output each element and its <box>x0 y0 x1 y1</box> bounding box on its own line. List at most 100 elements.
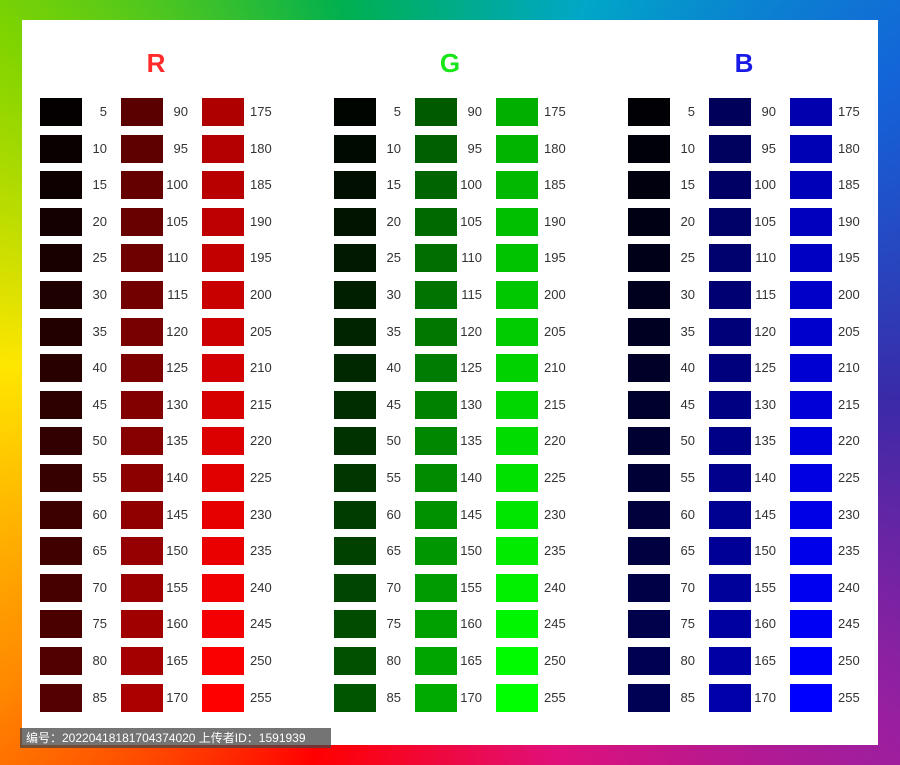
swatch-r-185 <box>202 171 244 200</box>
value-label-b-210: 210 <box>838 360 860 376</box>
value-label-b-215: 215 <box>838 396 860 412</box>
value-label-g-195: 195 <box>544 250 566 266</box>
swatch-r-15 <box>40 171 82 200</box>
value-label-g-45: 45 <box>386 396 401 412</box>
value-label-g-25: 25 <box>386 250 401 266</box>
value-label-g-200: 200 <box>544 287 566 302</box>
value-label-g-105: 105 <box>460 213 482 229</box>
value-label-r-205: 205 <box>250 323 272 339</box>
swatch-r-200 <box>202 281 244 309</box>
swatch-r-215 <box>202 390 244 419</box>
swatch-b-65 <box>628 537 670 566</box>
swatch-g-200 <box>496 281 538 309</box>
value-label-g-65: 65 <box>386 543 401 559</box>
swatch-r-75 <box>40 610 82 639</box>
value-label-b-10: 10 <box>680 140 695 156</box>
swatch-r-45 <box>40 390 82 419</box>
value-label-g-15: 15 <box>386 177 401 193</box>
value-label-g-210: 210 <box>544 360 566 376</box>
swatch-b-120 <box>709 317 751 346</box>
value-label-g-55: 55 <box>386 470 401 485</box>
value-label-b-220: 220 <box>838 433 860 449</box>
swatch-g-170 <box>415 683 457 712</box>
value-label-r-45: 45 <box>92 396 107 412</box>
swatch-r-150 <box>121 537 163 566</box>
swatch-b-215 <box>790 390 832 419</box>
swatch-r-195 <box>202 244 244 273</box>
swatch-g-65 <box>334 537 376 566</box>
swatch-g-100 <box>415 171 457 200</box>
swatch-r-60 <box>40 500 82 529</box>
value-label-b-160: 160 <box>754 616 776 632</box>
swatch-g-165 <box>415 647 457 675</box>
value-label-b-5: 5 <box>687 104 695 119</box>
value-label-r-25: 25 <box>92 250 107 266</box>
value-label-b-255: 255 <box>838 689 860 705</box>
value-label-g-75: 75 <box>386 616 401 632</box>
swatch-r-145 <box>121 500 163 529</box>
swatch-g-105 <box>415 207 457 236</box>
swatch-g-130 <box>415 390 457 419</box>
swatch-b-210 <box>790 354 832 383</box>
value-label-b-30: 30 <box>680 287 695 302</box>
swatch-b-100 <box>709 171 751 200</box>
swatch-r-25 <box>40 244 82 273</box>
value-label-b-205: 205 <box>838 323 860 339</box>
value-label-r-15: 15 <box>92 177 107 193</box>
value-label-b-45: 45 <box>680 396 695 412</box>
value-label-b-15: 15 <box>680 177 695 193</box>
swatch-r-125 <box>121 354 163 383</box>
value-label-r-245: 245 <box>250 616 272 632</box>
value-label-g-35: 35 <box>386 323 401 339</box>
swatch-g-10 <box>334 134 376 163</box>
value-label-g-80: 80 <box>386 653 401 668</box>
value-label-b-230: 230 <box>838 506 860 522</box>
value-label-g-125: 125 <box>460 360 482 376</box>
swatch-b-250 <box>790 647 832 675</box>
swatch-r-50 <box>40 427 82 456</box>
swatch-b-35 <box>628 317 670 346</box>
swatch-b-195 <box>790 244 832 273</box>
value-label-g-240: 240 <box>544 579 566 595</box>
swatch-r-190 <box>202 207 244 236</box>
value-label-r-10: 10 <box>92 140 107 156</box>
value-label-b-235: 235 <box>838 543 860 559</box>
swatch-r-205 <box>202 317 244 346</box>
swatch-b-135 <box>709 427 751 456</box>
swatch-b-45 <box>628 390 670 419</box>
swatch-b-80 <box>628 647 670 675</box>
swatch-g-75 <box>334 610 376 639</box>
value-label-r-60: 60 <box>92 506 107 522</box>
swatch-r-40 <box>40 354 82 383</box>
swatch-g-195 <box>496 244 538 273</box>
value-label-g-130: 130 <box>460 396 482 412</box>
value-label-g-140: 140 <box>460 470 482 485</box>
swatch-g-145 <box>415 500 457 529</box>
channel-header-b: B <box>734 48 754 78</box>
value-label-r-115: 115 <box>167 287 188 302</box>
swatch-r-250 <box>202 647 244 675</box>
swatch-r-30 <box>40 281 82 309</box>
swatch-g-215 <box>496 390 538 419</box>
value-label-r-5: 5 <box>99 104 107 119</box>
swatch-g-220 <box>496 427 538 456</box>
swatch-g-25 <box>334 244 376 273</box>
value-label-g-100: 100 <box>460 177 482 193</box>
value-label-r-190: 190 <box>250 213 272 229</box>
swatch-g-175 <box>496 98 538 126</box>
value-label-b-175: 175 <box>838 104 860 119</box>
value-label-g-50: 50 <box>386 433 401 449</box>
swatch-g-15 <box>334 171 376 200</box>
value-label-r-240: 240 <box>250 579 272 595</box>
value-label-g-220: 220 <box>544 433 566 449</box>
swatch-g-230 <box>496 500 538 529</box>
swatch-g-190 <box>496 207 538 236</box>
value-label-r-175: 175 <box>250 104 272 119</box>
value-label-b-185: 185 <box>838 177 860 193</box>
value-label-r-125: 125 <box>166 360 188 376</box>
swatch-r-110 <box>121 244 163 273</box>
value-label-g-160: 160 <box>460 616 482 632</box>
swatch-g-185 <box>496 171 538 200</box>
swatch-r-115 <box>121 281 163 309</box>
swatch-g-60 <box>334 500 376 529</box>
